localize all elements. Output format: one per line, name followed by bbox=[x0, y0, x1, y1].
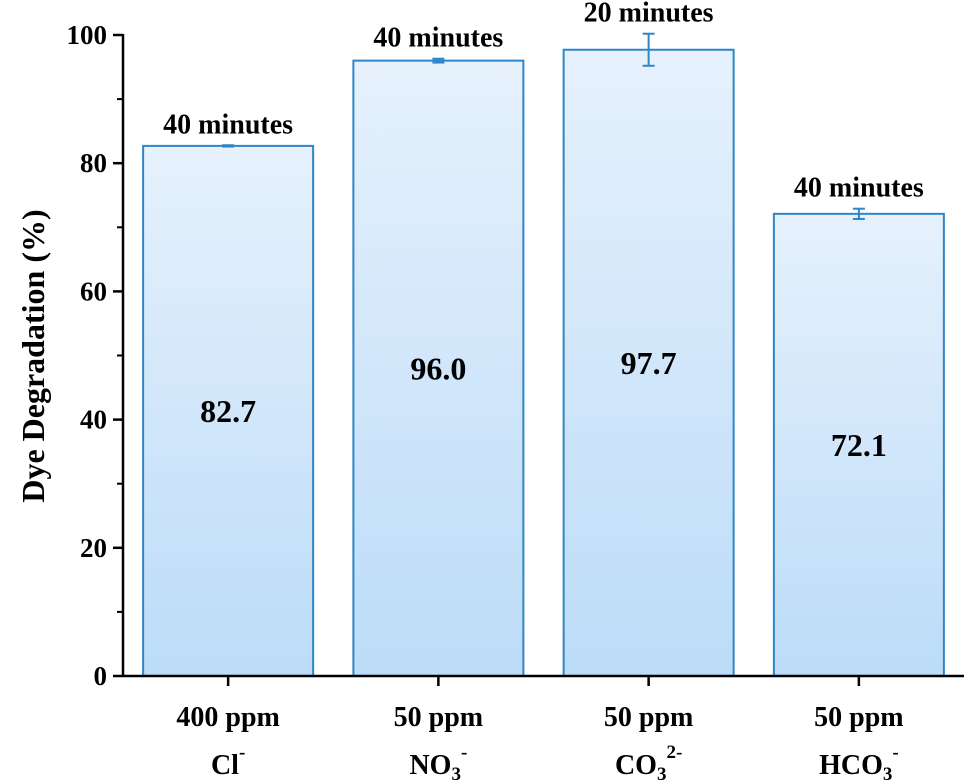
y-tick-label: 60 bbox=[80, 276, 107, 306]
bar bbox=[352, 59, 525, 677]
ion-formula: CO bbox=[615, 750, 657, 781]
ion-superscript: - bbox=[892, 742, 898, 763]
ion-formula: NO bbox=[409, 750, 451, 781]
value-label: 72.1 bbox=[831, 427, 887, 463]
category-label-ion: NO3- bbox=[409, 742, 467, 784]
category-label-ion: Cl- bbox=[211, 742, 245, 781]
category-label-concentration: 50 ppm bbox=[604, 702, 693, 733]
ion-subscript: 3 bbox=[657, 764, 667, 784]
y-tick-label: 80 bbox=[80, 148, 107, 178]
y-axis-title: Dye Degradation (%) bbox=[15, 209, 51, 502]
y-tick-label: 20 bbox=[80, 533, 107, 563]
bars-layer bbox=[142, 48, 945, 678]
category-label-concentration: 50 ppm bbox=[394, 702, 483, 733]
value-label: 82.7 bbox=[200, 393, 256, 429]
ion-superscript: 2- bbox=[666, 742, 682, 763]
value-label: 97.7 bbox=[621, 345, 677, 381]
error-bar bbox=[852, 207, 865, 220]
error-bar bbox=[642, 32, 655, 67]
time-label: 40 minutes bbox=[794, 173, 924, 204]
ion-subscript: 3 bbox=[883, 764, 893, 784]
time-label: 20 minutes bbox=[584, 0, 714, 29]
ion-formula: HCO bbox=[819, 750, 883, 781]
ion-superscript: - bbox=[239, 742, 245, 763]
ticks-layer: 0 20 40 60 80 100 bbox=[67, 20, 861, 691]
value-label: 96.0 bbox=[410, 350, 466, 386]
category-label-ion: CO32- bbox=[615, 742, 682, 784]
time-label: 40 minutes bbox=[373, 23, 503, 54]
ion-subscript: 3 bbox=[451, 764, 461, 784]
y-tick-label: 0 bbox=[94, 661, 108, 691]
error-bar bbox=[432, 57, 445, 64]
bar bbox=[772, 212, 945, 678]
error-bars-layer bbox=[222, 32, 865, 220]
time-label: 40 minutes bbox=[163, 109, 293, 140]
y-tick-label: 40 bbox=[80, 405, 107, 435]
ion-formula: Cl bbox=[211, 750, 239, 781]
bar bbox=[142, 144, 315, 677]
category-label-concentration: 50 ppm bbox=[814, 702, 903, 733]
category-label-ion: HCO3- bbox=[819, 742, 899, 784]
error-bar bbox=[222, 144, 235, 148]
category-label-concentration: 400 ppm bbox=[176, 702, 279, 733]
ion-superscript: - bbox=[461, 742, 467, 763]
y-tick-label: 100 bbox=[67, 20, 108, 50]
